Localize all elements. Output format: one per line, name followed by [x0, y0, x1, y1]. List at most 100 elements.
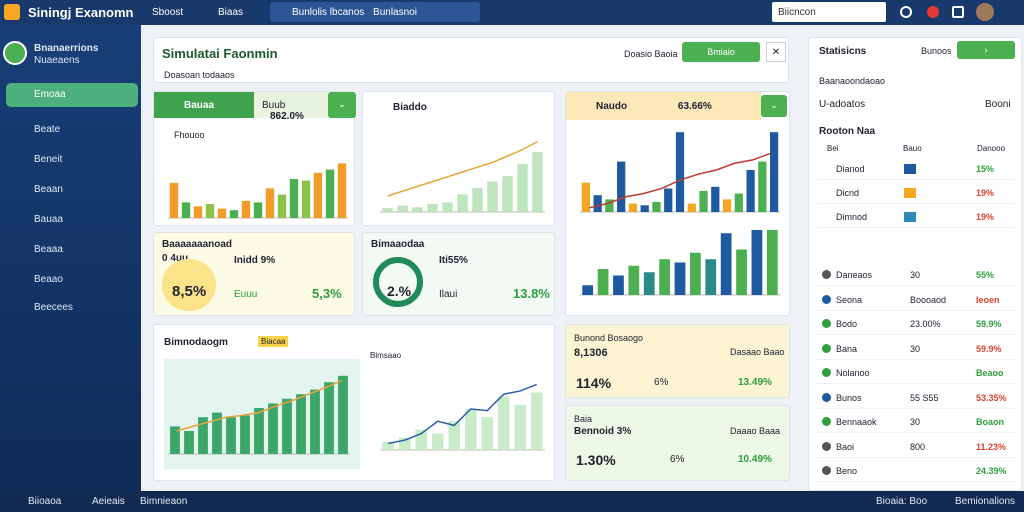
- cell: 15%: [976, 164, 995, 174]
- cell: Nolanoo: [836, 368, 870, 378]
- cell: Bunos: [836, 392, 862, 403]
- link[interactable]: Bunoos: [921, 46, 952, 56]
- label: Naudo: [596, 101, 628, 112]
- button[interactable]: ›: [957, 41, 1015, 59]
- cell: Baoi: [836, 441, 855, 452]
- cell: 59.9%: [976, 343, 1002, 354]
- nav-item[interactable]: Beaan: [34, 184, 63, 195]
- swatch: [904, 164, 916, 174]
- avatar: [3, 41, 27, 65]
- chart-title: Fhouoo: [174, 130, 205, 140]
- cell: Beaoo: [976, 368, 1004, 378]
- logo: [4, 4, 20, 20]
- search-text: Bunlolis lbcanos: [292, 7, 365, 18]
- icon: [822, 294, 831, 304]
- cell: Boooaod: [910, 294, 947, 305]
- cell: 30: [910, 270, 921, 280]
- card: Bimnodaogm Biacaa Bimsaao: [153, 324, 555, 481]
- footer-item[interactable]: Bemionalions: [955, 496, 1016, 507]
- tag: Dasaao Baao: [730, 347, 785, 357]
- cell: 23.00%: [910, 319, 941, 329]
- footer-item[interactable]: Bimnieaon: [140, 496, 188, 507]
- filter[interactable]: Baanaoondaoao: [819, 76, 886, 86]
- card-label: Bimnodaogm: [164, 337, 228, 348]
- list-row: Bunos 55 S55 53.35%: [818, 387, 1014, 409]
- icon[interactable]: [900, 6, 912, 18]
- list-row: Beno 24.39%: [818, 460, 1014, 482]
- stat: Euuu: [234, 289, 258, 300]
- nav-item-active[interactable]: Emoaa: [6, 83, 138, 107]
- gauge: [162, 259, 216, 311]
- nav-item[interactable]: Beaao: [34, 274, 63, 285]
- cell: Beno: [836, 466, 858, 476]
- cell: Dianod: [836, 164, 865, 174]
- cell: 30: [910, 417, 921, 427]
- list-row: Bana 30 59.9%: [818, 338, 1014, 360]
- table-row: Dianod 15%: [818, 158, 1014, 180]
- nav-item[interactable]: Beecees: [34, 302, 73, 313]
- big-value: 8,5%: [172, 283, 207, 300]
- nav-item[interactable]: Beneit: [34, 154, 63, 165]
- row-label: U-adoatos: [819, 99, 866, 110]
- icon[interactable]: [927, 6, 939, 18]
- cell: Dicnd: [836, 188, 860, 198]
- app-title: Siningj Exanomn: [28, 5, 134, 20]
- card: Bunond Bosaogo 8,1306 Dasaao Baao 114% 6…: [565, 324, 790, 398]
- cell: 24.39%: [976, 466, 1007, 476]
- column-header: Bei: [827, 144, 839, 153]
- cell: Ieoen: [976, 294, 1000, 305]
- icon: [822, 417, 831, 426]
- close-button[interactable]: ✕: [766, 42, 786, 62]
- swatch: [904, 188, 916, 198]
- dropdown[interactable]: ⌄: [328, 92, 356, 118]
- column-header: Danooo: [977, 144, 1006, 153]
- cell: 19%: [976, 212, 995, 222]
- cell: Bodo: [836, 319, 858, 329]
- icon[interactable]: [952, 6, 964, 18]
- big-value: 114%: [576, 375, 612, 391]
- filter[interactable]: Doasio Baoia: [624, 49, 678, 59]
- search-box[interactable]: Bunlolis lbcanos Bunlasnoi: [270, 2, 480, 22]
- card: Bimaaodaa 2.% Iti55% Ilaui 13.8%: [362, 232, 555, 316]
- card-value: 862.0%: [270, 111, 304, 122]
- card-value: 10.49%: [738, 454, 772, 465]
- nav-item[interactable]: Bauaa: [34, 214, 63, 225]
- dropdown[interactable]: ⌄: [761, 95, 787, 117]
- cell: Boaon: [976, 417, 1004, 427]
- cell: 11.23%: [976, 441, 1007, 452]
- avatar[interactable]: [976, 3, 994, 21]
- nav-item[interactable]: Biaas: [218, 7, 244, 18]
- swatch: [904, 212, 916, 222]
- card-value: 13.49%: [738, 377, 772, 388]
- card-chip: Buub 862.0%: [254, 92, 328, 122]
- top-bar: Siningj Exanomn Sboost Biaas Bunlolis lb…: [0, 0, 1024, 25]
- card-sub: 0 4uu: [162, 253, 189, 264]
- list-row: Bodo 23.00% 59.9%: [818, 313, 1014, 335]
- card-label: Bunond Bosaogo: [574, 333, 644, 343]
- stat: Inidd 9%: [234, 255, 276, 266]
- search-hint: Bunlasnoi: [373, 7, 417, 18]
- card: Baia Bennoid 3% Daaao Baaa 1.30% 6% 10.4…: [565, 405, 790, 481]
- card-value: 63.66%: [677, 101, 712, 112]
- footer-item[interactable]: Aeieais: [92, 496, 125, 507]
- button[interactable]: Bmiaio: [682, 42, 760, 62]
- user-role: Nuaeaens: [34, 55, 80, 66]
- right-panel: Statisicns Bunoos › Baanaoondaoao U-adoa…: [808, 37, 1022, 491]
- nav-item[interactable]: Beaaa: [34, 244, 63, 255]
- card-label: Baia: [574, 414, 593, 424]
- card-sub: 8,1306: [574, 347, 608, 359]
- card-label: Bimaaodaa: [371, 239, 425, 250]
- icon: [822, 343, 831, 353]
- stat: Ilaui: [439, 289, 458, 300]
- icon: [822, 319, 831, 328]
- nav-item[interactable]: Sboost: [152, 7, 184, 18]
- nav-item[interactable]: Beate: [34, 124, 61, 135]
- footer-item[interactable]: Bioaia: Boo: [876, 496, 928, 507]
- footer-item[interactable]: Biioaoa: [28, 496, 62, 507]
- stat: Iti55%: [439, 255, 468, 266]
- stat: 6%: [670, 454, 685, 465]
- stat: 6%: [654, 377, 669, 388]
- card: Bauaa Buub 862.0% ⌄ Fhouoo: [153, 91, 356, 226]
- search-input[interactable]: Biicncon: [772, 2, 886, 22]
